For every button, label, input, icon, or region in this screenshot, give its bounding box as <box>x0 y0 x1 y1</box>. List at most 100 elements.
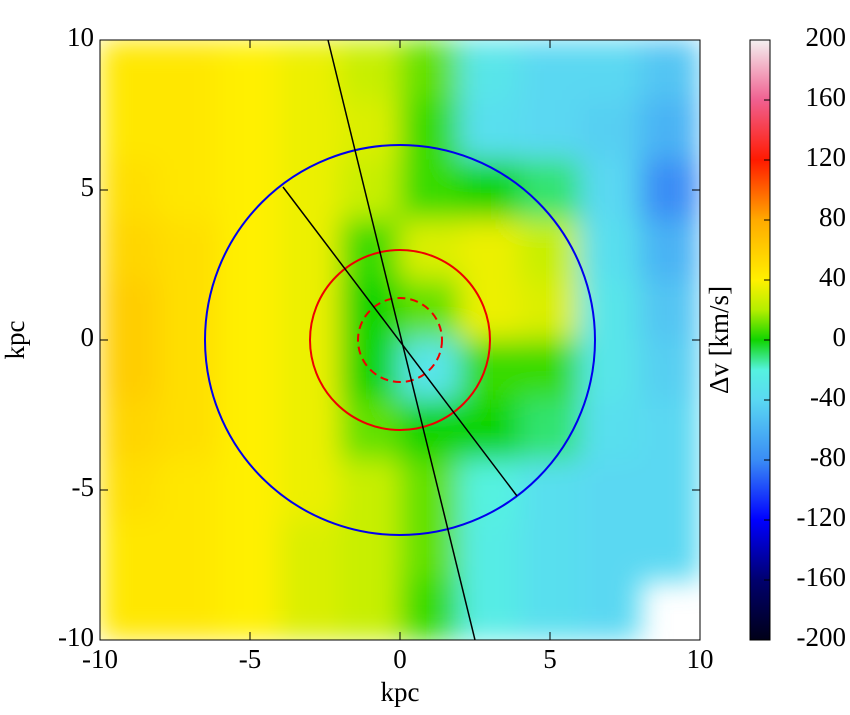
y-tick-label: -5 <box>72 472 95 502</box>
cell <box>159 339 221 401</box>
cell <box>639 399 700 461</box>
cell <box>399 519 461 581</box>
field <box>100 40 700 640</box>
cell <box>639 459 700 521</box>
cell <box>519 579 581 640</box>
cell <box>639 219 700 281</box>
cell <box>219 279 281 341</box>
cell <box>100 339 161 401</box>
cell <box>579 399 641 461</box>
cell <box>219 579 281 640</box>
circle <box>204 144 596 536</box>
cell <box>519 519 581 581</box>
circle <box>357 297 443 383</box>
cell <box>579 99 641 161</box>
cell <box>219 219 281 281</box>
cell <box>339 519 401 581</box>
x-tick-label: 0 <box>393 644 407 674</box>
cell <box>639 279 700 341</box>
cell <box>100 279 161 341</box>
cell <box>219 339 281 401</box>
cell <box>100 579 161 640</box>
cell <box>159 399 221 461</box>
cell <box>579 159 641 221</box>
y-tick-label: 5 <box>81 172 95 202</box>
cell <box>159 219 221 281</box>
cell <box>459 99 521 161</box>
cell <box>279 519 341 581</box>
cell <box>459 519 521 581</box>
cell <box>279 40 341 101</box>
cell <box>579 40 641 101</box>
cell <box>399 159 461 221</box>
colorbar-tick-label: 200 <box>806 22 847 52</box>
cell <box>639 519 700 581</box>
cell <box>579 279 641 341</box>
colorbar-tick-label: 80 <box>819 202 846 232</box>
cell <box>519 459 581 521</box>
cell <box>459 159 521 221</box>
cell <box>459 459 521 521</box>
cell <box>519 40 581 101</box>
cell <box>459 40 521 101</box>
cell <box>279 579 341 640</box>
y-tick-label: 0 <box>81 322 95 352</box>
cell <box>459 579 521 640</box>
colorbar-label: Δv [km/s] <box>704 286 734 394</box>
cell <box>339 279 401 341</box>
cell <box>100 40 161 101</box>
cell <box>639 99 700 161</box>
cell <box>399 459 461 521</box>
cell <box>159 279 221 341</box>
cell <box>219 99 281 161</box>
cell <box>519 339 581 401</box>
cell <box>100 459 161 521</box>
cell <box>399 579 461 640</box>
colorbar-tick-label: -120 <box>797 502 847 532</box>
cell <box>219 159 281 221</box>
cell <box>579 579 641 640</box>
cell <box>579 219 641 281</box>
cell <box>279 399 341 461</box>
cell <box>219 40 281 101</box>
cell <box>159 159 221 221</box>
cell <box>519 399 581 461</box>
cell <box>159 459 221 521</box>
cell <box>159 579 221 640</box>
cell <box>519 219 581 281</box>
colorbar-tick-label: 160 <box>806 82 847 112</box>
cell <box>159 40 221 101</box>
line <box>327 40 476 640</box>
y-tick-label: 10 <box>67 22 94 52</box>
cell <box>519 279 581 341</box>
colorbar-tick-label: -80 <box>810 442 846 472</box>
cell <box>579 459 641 521</box>
cell <box>100 519 161 581</box>
cell <box>639 159 700 221</box>
cell <box>219 519 281 581</box>
cell <box>459 219 521 281</box>
cell <box>639 339 700 401</box>
cell <box>579 339 641 401</box>
x-tick-label: 10 <box>687 644 714 674</box>
cell <box>279 99 341 161</box>
cell <box>219 459 281 521</box>
cell <box>100 159 161 221</box>
cell <box>100 219 161 281</box>
x-tick-label: -5 <box>239 644 262 674</box>
cell <box>399 40 461 101</box>
cell <box>339 579 401 640</box>
cell <box>100 399 161 461</box>
colorbar-tick-label: -200 <box>797 622 847 652</box>
cell <box>519 159 581 221</box>
y-axis-label: kpc <box>0 320 30 359</box>
y-tick-label: -10 <box>58 622 94 652</box>
line <box>282 186 518 497</box>
x-axis-label: kpc <box>381 677 420 707</box>
colorbar-tick-label: 40 <box>819 262 846 292</box>
cell <box>279 159 341 221</box>
cell <box>339 40 401 101</box>
x-tick-label: -10 <box>82 644 118 674</box>
cell <box>639 40 700 101</box>
